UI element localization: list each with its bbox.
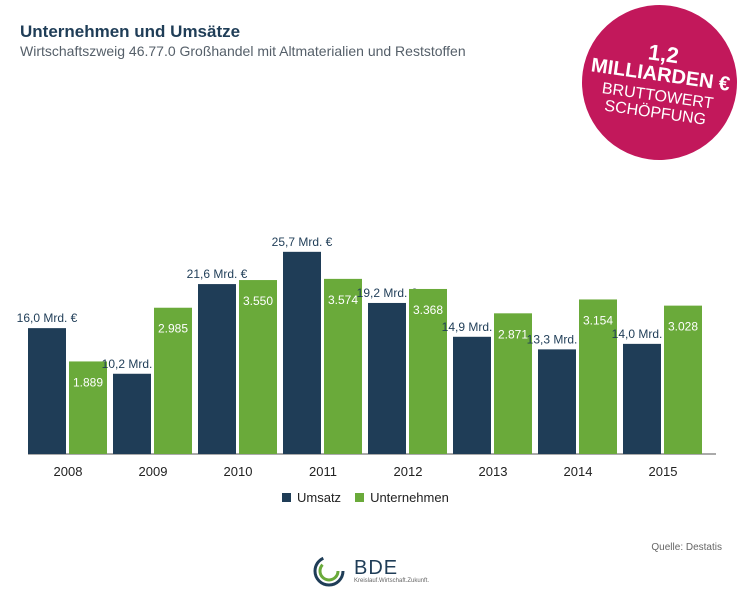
bar-umsatz bbox=[538, 349, 576, 454]
x-tick-label: 2012 bbox=[394, 464, 423, 479]
logo-tagline: Kreislauf.Wirtschaft.Zukunft. bbox=[354, 578, 430, 584]
x-tick-label: 2009 bbox=[139, 464, 168, 479]
x-tick-label: 2008 bbox=[54, 464, 83, 479]
data-label-umsatz: 14,0 Mrd. € bbox=[612, 327, 673, 341]
bar-unternehmen bbox=[579, 299, 617, 454]
legend-swatch-unternehmen bbox=[355, 493, 365, 502]
bde-logo-icon bbox=[313, 555, 345, 587]
legend-label-unternehmen: Unternehmen bbox=[370, 490, 449, 505]
legend-swatch-umsatz bbox=[282, 493, 291, 502]
data-label-unternehmen: 3.550 bbox=[243, 294, 273, 308]
x-tick-label: 2014 bbox=[564, 464, 593, 479]
data-label-umsatz: 21,6 Mrd. € bbox=[187, 267, 248, 281]
bar-umsatz bbox=[113, 373, 151, 454]
bar-unternehmen bbox=[239, 280, 277, 454]
data-label-umsatz: 25,7 Mrd. € bbox=[272, 235, 333, 249]
bar-umsatz bbox=[623, 343, 661, 454]
legend: Umsatz Unternehmen bbox=[282, 490, 463, 505]
bar-umsatz bbox=[283, 251, 321, 454]
data-label-umsatz: 10,2 Mrd. € bbox=[102, 357, 163, 371]
data-label-umsatz: 14,9 Mrd. € bbox=[442, 320, 503, 334]
bar-umsatz bbox=[198, 284, 236, 454]
data-label-umsatz: 19,2 Mrd. € bbox=[357, 286, 418, 300]
data-label-unternehmen: 3.154 bbox=[583, 313, 613, 327]
bar-unternehmen bbox=[494, 313, 532, 454]
x-tick-label: 2010 bbox=[224, 464, 253, 479]
bar-chart: 16,0 Mrd. € 1.889 2008 10,2 Mrd. € 2.985 2009… bbox=[17, 235, 716, 479]
x-tick-label: 2011 bbox=[309, 464, 337, 479]
x-tick-label: 2015 bbox=[649, 464, 678, 479]
bar-unternehmen bbox=[154, 307, 192, 454]
source-note: Quelle: Destatis bbox=[651, 542, 722, 553]
data-label-umsatz: 16,0 Mrd. € bbox=[17, 311, 78, 325]
legend-label-umsatz: Umsatz bbox=[297, 490, 342, 505]
chart-title: Unternehmen und Umsätze bbox=[20, 22, 241, 41]
bar-umsatz bbox=[28, 328, 66, 454]
bar-umsatz bbox=[453, 336, 491, 454]
data-label-unternehmen: 3.574 bbox=[328, 293, 358, 307]
chart-subtitle: Wirtschaftszweig 46.77.0 Großhandel mit … bbox=[20, 43, 466, 59]
value-badge: 1,2 MILLIARDEN € BRUTTOWERT SCHÖPFUNG bbox=[571, 0, 744, 171]
bar-unternehmen bbox=[69, 361, 107, 454]
legend-item-umsatz: Umsatz bbox=[282, 490, 341, 505]
x-tick-label: 2013 bbox=[479, 464, 508, 479]
bar-unternehmen bbox=[664, 305, 702, 454]
bde-logo: BDE Kreislauf.Wirtschaft.Zukunft. bbox=[312, 554, 429, 588]
data-label-umsatz: 13,3 Mrd. € bbox=[527, 332, 588, 346]
bar-unternehmen bbox=[409, 288, 447, 454]
data-label-unternehmen: 1.889 bbox=[73, 375, 103, 389]
data-label-unternehmen: 3.368 bbox=[413, 303, 443, 317]
data-label-unternehmen: 2.871 bbox=[498, 327, 528, 341]
data-label-unternehmen: 2.985 bbox=[158, 322, 188, 336]
logo-name: BDE bbox=[354, 557, 399, 579]
legend-item-unternehmen: Unternehmen bbox=[355, 490, 449, 505]
bar-unternehmen bbox=[324, 278, 362, 454]
data-label-unternehmen: 3.028 bbox=[668, 320, 698, 334]
bar-umsatz bbox=[368, 302, 406, 454]
